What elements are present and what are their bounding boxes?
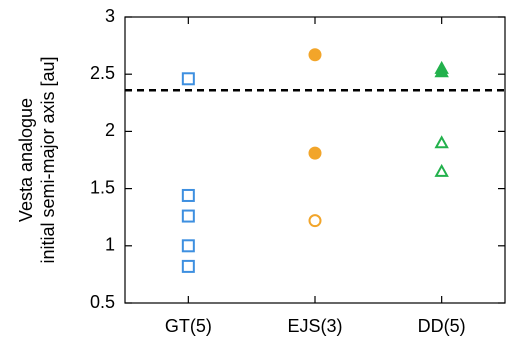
y-tick-label: 2 <box>105 120 115 140</box>
y-axis-title: Vesta analogue initial semi-major axis [… <box>16 56 58 263</box>
y-tick-label: 1.5 <box>90 177 115 197</box>
y-tick-label: 3 <box>105 6 115 26</box>
y-tick-label: 2.5 <box>90 63 115 83</box>
y-axis-title-line: initial semi-major axis [au] <box>38 56 58 263</box>
circle-marker <box>308 48 322 62</box>
square-marker <box>181 239 195 253</box>
x-tick-label: GT(5) <box>165 316 212 336</box>
triangle-marker <box>434 163 449 177</box>
y-tick-label: 0.5 <box>90 292 115 312</box>
triangle-marker <box>434 135 449 149</box>
square-marker <box>181 209 195 223</box>
square-marker <box>181 72 195 86</box>
x-tick-label: EJS(3) <box>287 316 342 336</box>
triangle-marker <box>434 64 449 78</box>
y-axis-title-line: Vesta analogue <box>16 98 36 222</box>
circle-marker <box>308 214 322 228</box>
x-tick-label: DD(5) <box>418 316 466 336</box>
circle-marker <box>308 146 322 160</box>
square-marker <box>181 188 195 202</box>
square-marker <box>181 259 195 273</box>
y-tick-label: 1 <box>105 235 115 255</box>
